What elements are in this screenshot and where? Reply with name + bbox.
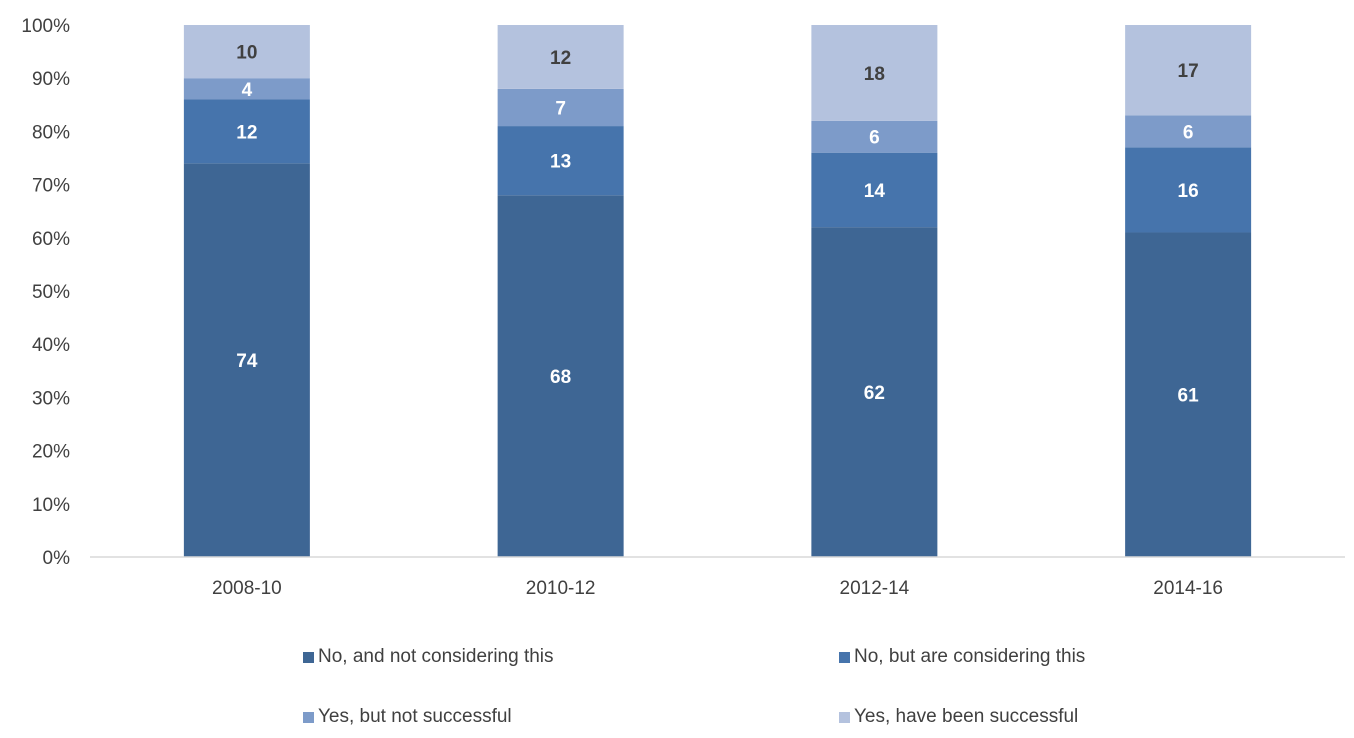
data-label: 14 [864,181,886,202]
y-tick-label: 100% [21,16,70,37]
data-label: 61 [1178,386,1200,407]
data-label: 12 [550,48,571,69]
y-tick-label: 10% [32,495,70,516]
data-label: 74 [236,351,258,372]
bar-segment [183,25,310,79]
y-tick-label: 0% [43,548,71,569]
y-tick-label: 60% [32,229,70,250]
data-label: 6 [1183,122,1194,143]
x-tick-label: 2010-12 [526,578,596,599]
bar-segment [811,120,938,153]
y-tick-label: 50% [32,282,70,303]
data-label: 4 [242,80,253,101]
y-tick-label: 70% [32,176,70,197]
x-tick-label: 2014-16 [1153,578,1223,599]
bar-segment [183,99,310,164]
bar-segment [497,25,624,89]
bar-segment [1125,115,1252,148]
data-label: 16 [1178,181,1199,202]
y-tick-label: 90% [32,69,70,90]
data-label: 6 [869,128,880,149]
bar-segment [497,126,624,196]
data-label: 13 [550,152,571,173]
x-tick-label: 2008-10 [212,578,282,599]
data-label: 7 [555,98,566,119]
bar-segment [811,227,938,557]
data-label: 17 [1178,61,1199,82]
y-tick-label: 40% [32,335,70,356]
data-label: 68 [550,367,571,388]
data-label: 12 [236,122,257,143]
bar-segment [497,195,624,558]
bar-segment [811,25,938,121]
x-tick-label: 2012-14 [840,578,910,599]
bar-segment [183,163,310,557]
y-tick-label: 20% [32,442,70,463]
data-label: 18 [864,64,885,85]
data-label: 10 [236,43,257,64]
y-tick-label: 80% [32,122,70,143]
bar-segment [1125,25,1252,116]
data-label: 62 [864,383,885,404]
bar-segment [1125,147,1252,233]
bar-segment [497,88,624,127]
bar-segment [183,78,310,100]
bar-segment [811,152,938,228]
y-tick-label: 30% [32,388,70,409]
bar-segment [1125,232,1252,558]
